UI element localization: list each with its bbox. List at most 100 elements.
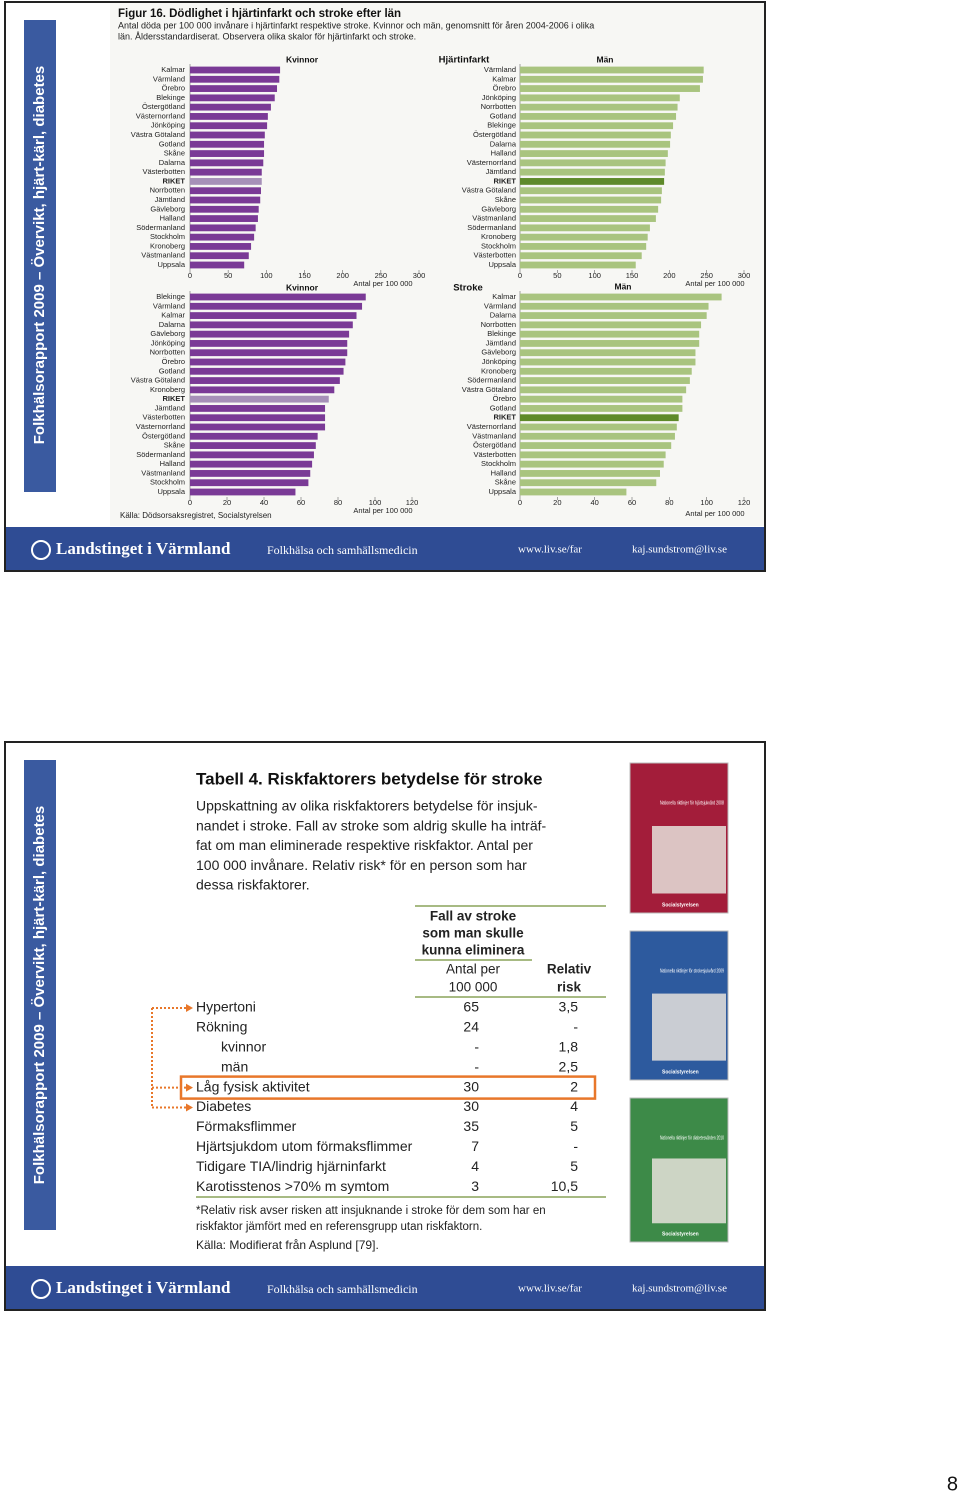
category-label: Örebro: [162, 84, 185, 93]
cell: 5: [570, 1158, 578, 1174]
bar: [520, 243, 647, 250]
x-tick-label: 100: [260, 271, 273, 280]
category-label: Uppsala: [157, 487, 185, 496]
x-tick-label: 250: [375, 271, 388, 280]
x-tick-label: 0: [188, 498, 192, 507]
x-tick-label: 250: [700, 271, 713, 280]
category-label: Västerbotten: [142, 413, 185, 422]
bar: [520, 460, 664, 468]
category-label: Västra Götaland: [131, 376, 185, 385]
x-tick-label: 300: [413, 271, 426, 280]
category-label: Östergötland: [142, 102, 185, 111]
bar: [520, 187, 662, 195]
chart-title: Kvinnor: [286, 282, 319, 292]
category-label: Västernorrland: [136, 422, 185, 431]
sidebar: [24, 760, 56, 1230]
category-label: Jönköping: [151, 121, 185, 130]
bar: [190, 178, 262, 185]
category-label: Västernorrland: [467, 158, 516, 167]
column-header: 100 000: [449, 980, 498, 995]
category-label: Gävleborg: [150, 204, 185, 213]
category-label: Jämtland: [486, 167, 516, 176]
row-label: Hypertoni: [196, 999, 256, 1015]
bar: [520, 131, 671, 139]
category-label: Jönköping: [151, 338, 185, 347]
category-label: Halland: [160, 459, 185, 468]
bar: [520, 386, 687, 394]
bar: [520, 94, 680, 102]
row-label: män: [221, 1058, 248, 1074]
category-label: RIKET: [163, 176, 186, 185]
chart-title: Kvinnor: [286, 54, 319, 64]
category-label: Västra Götaland: [462, 186, 516, 195]
x-tick-label: 0: [518, 498, 522, 507]
bar: [190, 488, 296, 496]
x-tick-label: 60: [628, 498, 636, 507]
bar: [520, 479, 657, 487]
category-label: Dalarna: [490, 139, 517, 148]
category-label: Östergötland: [142, 431, 185, 440]
category-label: Uppsala: [488, 260, 516, 269]
footer-logo: Landstinget i Värmland: [56, 539, 231, 558]
row-label: kvinnor: [221, 1039, 266, 1055]
row-label: Diabetes: [196, 1098, 251, 1114]
category-label: Jönköping: [482, 93, 516, 102]
bar: [190, 75, 280, 83]
category-label: Örebro: [493, 84, 516, 93]
category-label: Blekinge: [487, 329, 516, 338]
category-label: Kronoberg: [481, 232, 516, 241]
bar: [520, 66, 704, 74]
table-description: 100 000 invånare. Relativ risk* för en p…: [196, 857, 527, 873]
x-tick-label: 80: [334, 498, 342, 507]
bar: [190, 349, 348, 357]
category-label: Jönköping: [482, 357, 516, 366]
footer-unit: Folkhälsa och samhällsmedicin: [267, 543, 418, 557]
category-label: Uppsala: [488, 487, 516, 496]
column-header: Antal per: [446, 962, 501, 977]
bar: [520, 122, 674, 130]
chart-group-label: Hjärtinfarkt: [439, 55, 491, 66]
cell: 65: [463, 999, 479, 1015]
cell: 2: [570, 1078, 578, 1094]
table-description: nandet i stroke. Fall av stroke som aldr…: [196, 817, 546, 833]
category-label: Kalmar: [492, 74, 516, 83]
category-label: Gotland: [159, 139, 185, 148]
group-header: som man skulle: [422, 926, 524, 941]
cover-title: Nationella riktlinjer för diabetesvården…: [660, 1134, 724, 1141]
cell: 3,5: [559, 999, 579, 1015]
row-label: Låg fysisk aktivitet: [196, 1078, 310, 1094]
category-label: Norrbotten: [150, 186, 185, 195]
footer-bar: [6, 527, 764, 570]
category-label: Södermanland: [136, 450, 185, 459]
footer-bar: [6, 1266, 764, 1309]
category-label: Stockholm: [481, 459, 516, 468]
cell: 30: [463, 1098, 479, 1114]
cell: 5: [570, 1118, 578, 1134]
figure-title: Figur 16. Dödlighet i hjärtinfarkt och s…: [118, 8, 401, 20]
category-label: Kalmar: [161, 65, 185, 74]
category-label: Södermanland: [467, 223, 516, 232]
cell: 24: [463, 1019, 479, 1035]
bar: [190, 395, 329, 403]
x-axis-label: Antal per 100 000: [353, 506, 412, 515]
row-label: Karotisstenos >70% m symtom: [196, 1178, 389, 1194]
category-label: Värmland: [153, 301, 185, 310]
bar: [190, 150, 265, 157]
footer-web: www.liv.se/far: [518, 1283, 582, 1295]
arrow-head: [186, 1004, 193, 1012]
bar: [520, 395, 683, 403]
bar: [190, 131, 265, 139]
bar: [190, 113, 268, 120]
cell: -: [573, 1138, 578, 1154]
footnote: *Relativ risk avser risken att insjuknan…: [196, 1205, 546, 1217]
bar: [190, 470, 311, 477]
bar: [520, 103, 678, 111]
category-label: Kronoberg: [150, 241, 185, 250]
cell: 3: [471, 1178, 479, 1194]
x-tick-label: 200: [663, 271, 676, 280]
bar: [190, 261, 245, 269]
bar: [190, 252, 249, 260]
x-tick-label: 150: [626, 271, 639, 280]
row-label: Förmaksflimmer: [196, 1118, 297, 1134]
